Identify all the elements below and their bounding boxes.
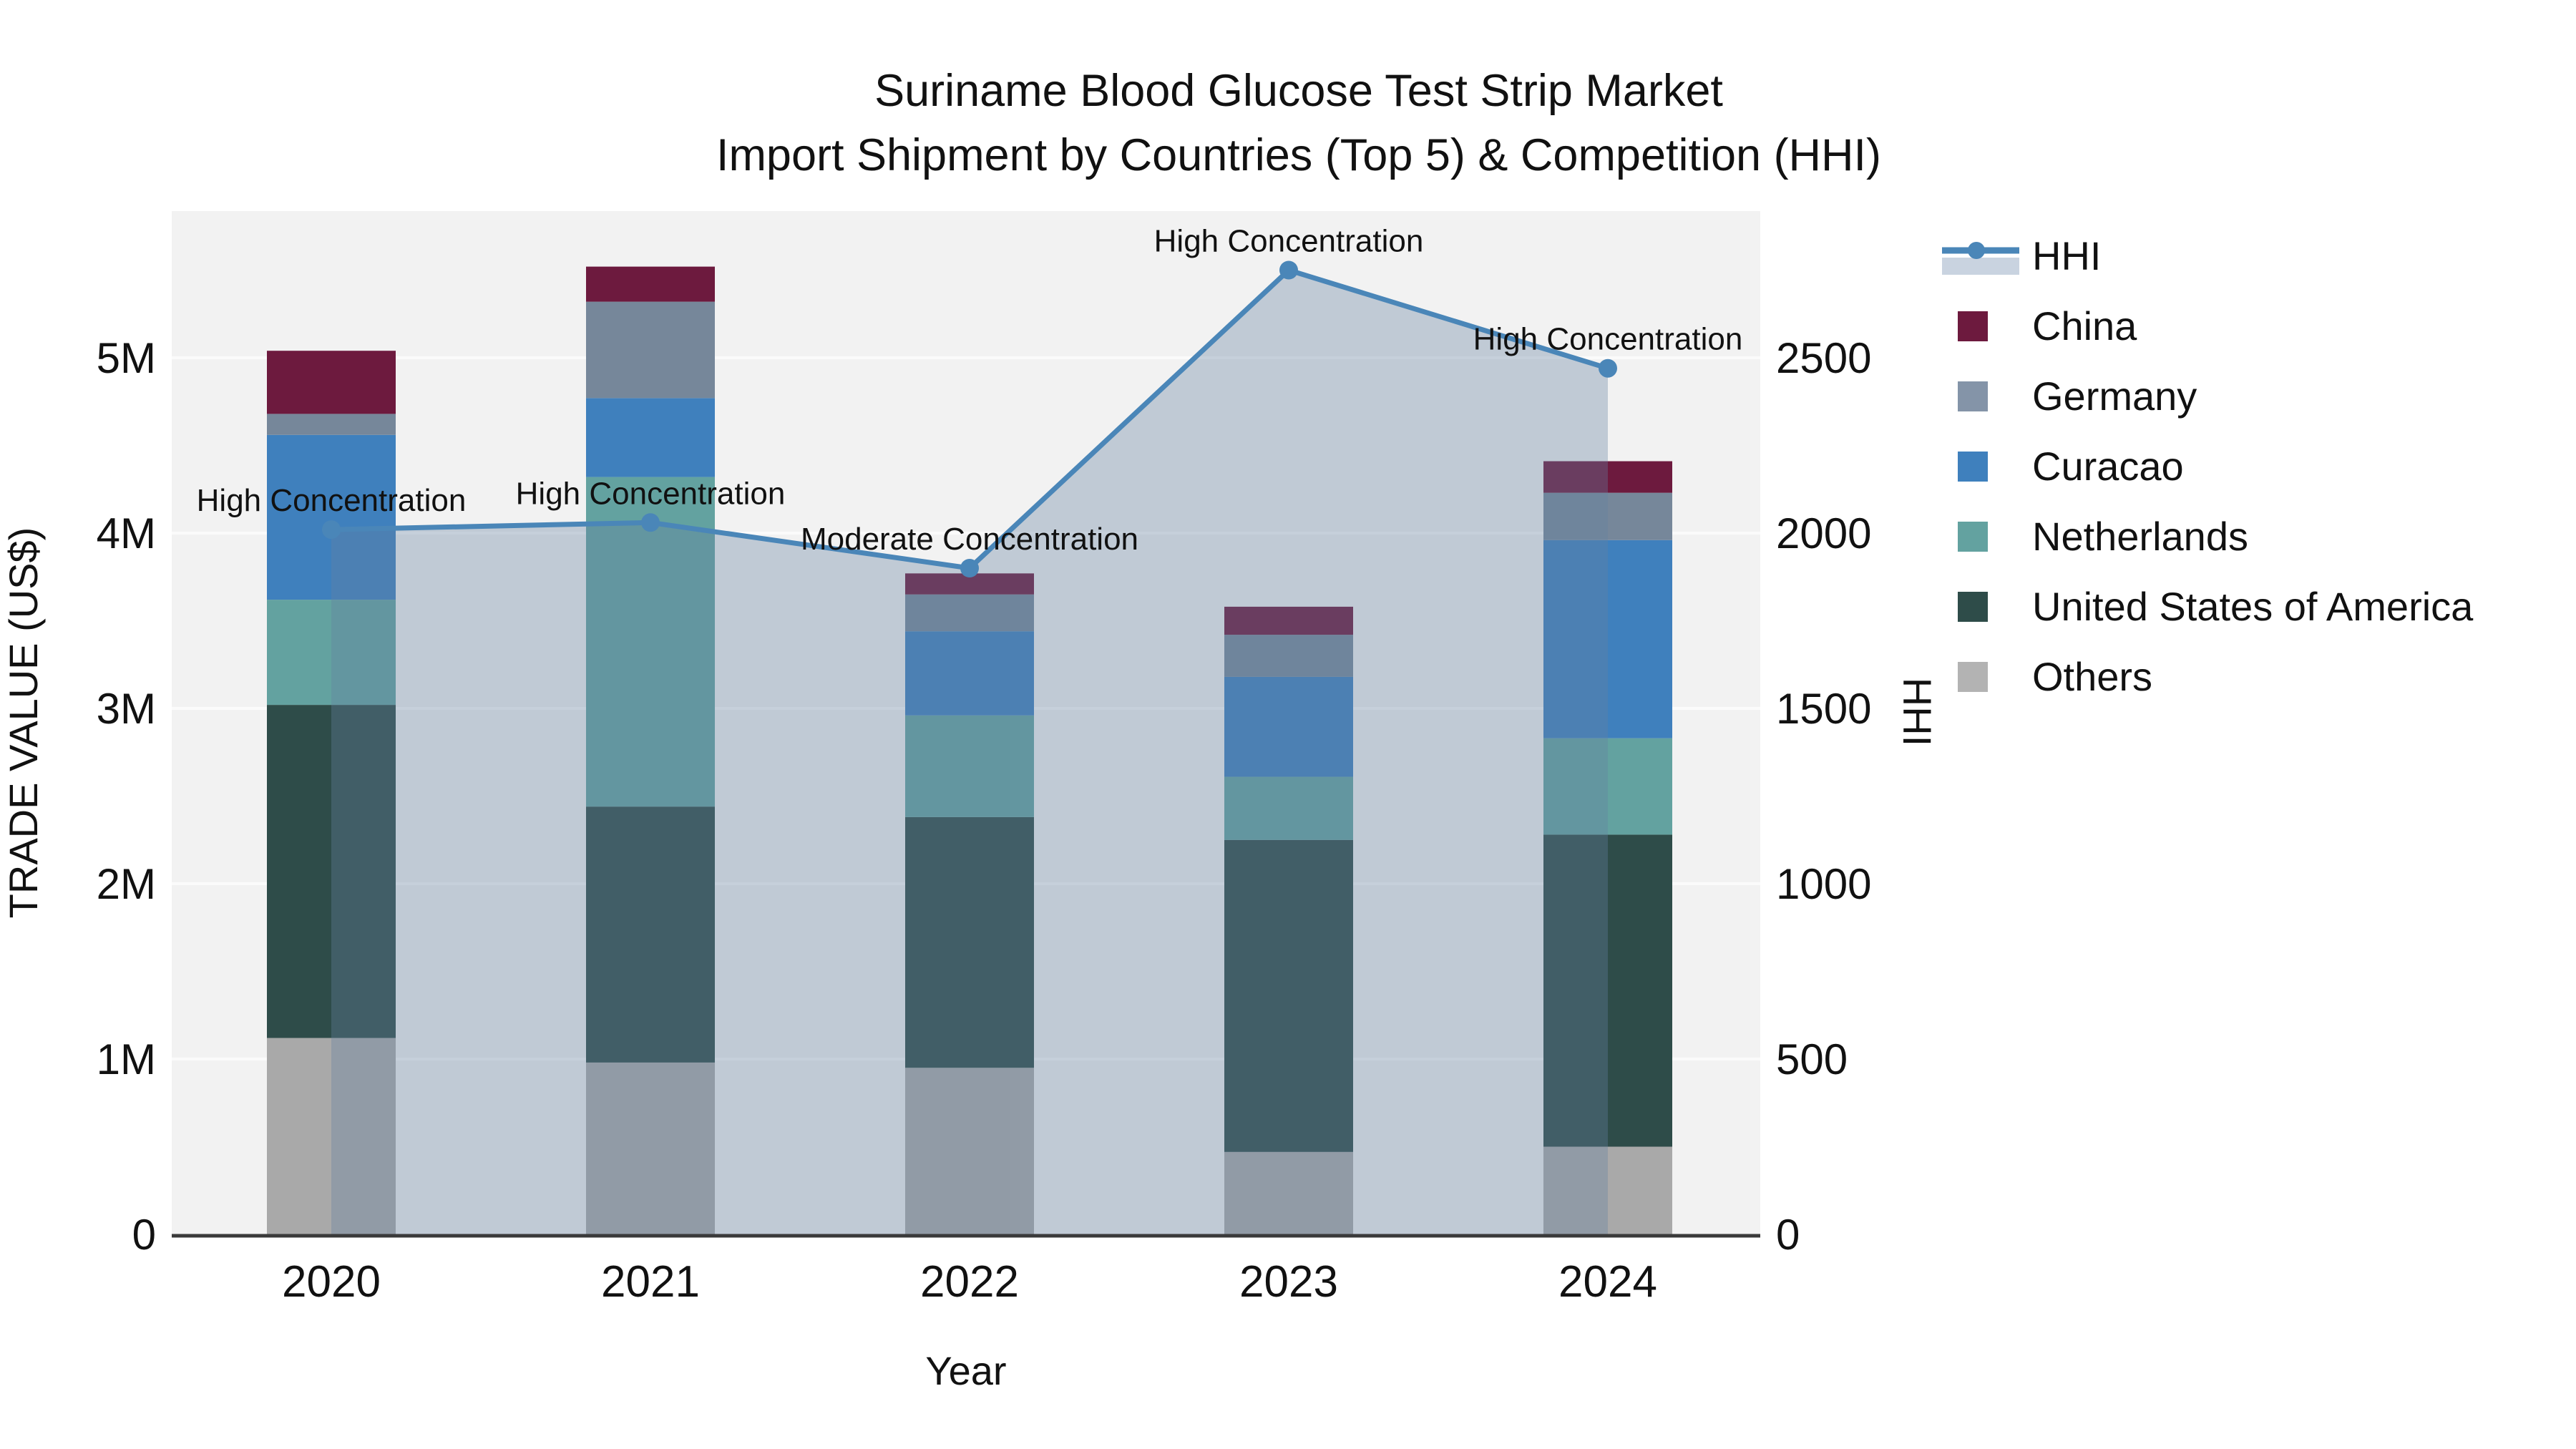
annotation-concentration: High Concentration xyxy=(516,476,786,511)
x-tick-year: 2021 xyxy=(601,1257,700,1307)
bar-segment-others xyxy=(267,1038,396,1234)
legend-swatch-united-states-of-america xyxy=(1958,592,1988,622)
plot-area: 0 1M 2M 3M 4M 5M 0 500 1000 1500 2000 2500 2020 2021 2… xyxy=(97,211,1871,1307)
bar-segment-others xyxy=(1224,1151,1353,1234)
y-tick-right: 500 xyxy=(1776,1035,1848,1083)
hhi-point xyxy=(1279,260,1298,280)
bar-segment-germany xyxy=(586,301,715,399)
legend-swatch-others xyxy=(1958,662,1988,692)
bar-segment-united-states-of-america xyxy=(905,816,1034,1068)
bar-segment-china xyxy=(586,266,715,302)
bar-segment-china xyxy=(1224,606,1353,635)
bar-segment-curacao xyxy=(905,631,1034,716)
x-tick-year: 2022 xyxy=(920,1257,1019,1307)
bar-segment-united-states-of-america xyxy=(1543,834,1672,1147)
legend-hhi-fill-swatch xyxy=(1942,258,2019,275)
y-axis-label-right: HHI xyxy=(1895,678,1940,746)
annotation-concentration: High Concentration xyxy=(1154,224,1424,259)
y-tick-left: 4M xyxy=(97,509,156,557)
bar-segment-others xyxy=(1543,1146,1672,1234)
bar-segment-germany xyxy=(1224,635,1353,677)
bar-segment-curacao xyxy=(1543,540,1672,738)
y-tick-left: 1M xyxy=(97,1035,156,1083)
y-axis-label-left: TRADE VALUE (US$) xyxy=(1,527,46,919)
legend-swatch-germany xyxy=(1958,381,1988,411)
bar-segment-china xyxy=(267,351,396,414)
y-tick-left: 0 xyxy=(132,1211,156,1259)
hhi-point xyxy=(322,520,341,540)
annotation-concentration: Moderate Concentration xyxy=(801,522,1138,557)
bar-segment-germany xyxy=(267,414,396,435)
bar-segment-united-states-of-america xyxy=(267,705,396,1038)
y-tick-right: 2000 xyxy=(1776,509,1871,557)
bar-segment-netherlands xyxy=(586,477,715,807)
legend-label: United States of America xyxy=(2032,584,2474,629)
chart-title-line2: Import Shipment by Countries (Top 5) & C… xyxy=(716,130,1881,180)
bar-segment-germany xyxy=(905,594,1034,632)
y-tick-right: 1000 xyxy=(1776,860,1871,908)
bar-segment-curacao xyxy=(267,434,396,600)
bar-segment-united-states-of-america xyxy=(586,806,715,1063)
legend-label: Germany xyxy=(2032,374,2197,419)
legend-label: China xyxy=(2032,303,2137,348)
hhi-area-fill xyxy=(331,270,1608,1234)
legend-swatch-china xyxy=(1958,311,1988,341)
chart-title-line1: Suriname Blood Glucose Test Strip Market xyxy=(874,66,1723,116)
y-tick-left: 3M xyxy=(97,685,156,733)
y-tick-right: 2500 xyxy=(1776,334,1871,382)
hhi-point xyxy=(641,513,660,532)
legend-label: Others xyxy=(2032,654,2152,699)
legend-swatch-netherlands xyxy=(1958,522,1988,552)
bar-segment-curacao xyxy=(1224,676,1353,777)
x-tick-year: 2020 xyxy=(282,1257,381,1307)
bar-segment-united-states-of-america xyxy=(1224,839,1353,1152)
bar-segment-netherlands xyxy=(905,715,1034,817)
bar-segment-others xyxy=(905,1068,1034,1234)
bar-segment-netherlands xyxy=(267,600,396,706)
hhi-point xyxy=(960,559,979,577)
legend-label: Curacao xyxy=(2032,444,2184,489)
bar-segment-netherlands xyxy=(1224,776,1353,840)
y-tick-right: 1500 xyxy=(1776,685,1871,733)
y-tick-left: 5M xyxy=(97,334,156,382)
bar-segment-china xyxy=(1543,461,1672,493)
x-axis-label: Year xyxy=(925,1348,1006,1393)
legend-label: Netherlands xyxy=(2032,514,2248,559)
y-tick-left: 2M xyxy=(97,860,156,908)
bar-segment-others xyxy=(586,1062,715,1234)
x-tick-year: 2024 xyxy=(1558,1257,1657,1307)
annotation-concentration: High Concentration xyxy=(197,483,467,518)
legend: HHI China Germany Curacao Netherlands United … xyxy=(1942,233,2474,699)
bar-segment-germany xyxy=(1543,492,1672,540)
bar-segment-curacao xyxy=(586,398,715,477)
legend-swatch-curacao xyxy=(1958,452,1988,482)
annotation-concentration: High Concentration xyxy=(1473,322,1743,357)
x-tick-year: 2023 xyxy=(1239,1257,1338,1307)
hhi-point xyxy=(1599,358,1617,378)
bar-segment-netherlands xyxy=(1543,738,1672,835)
legend-label: HHI xyxy=(2032,233,2101,278)
y-tick-right: 0 xyxy=(1776,1211,1800,1259)
legend-hhi-marker-icon xyxy=(1968,242,1985,259)
